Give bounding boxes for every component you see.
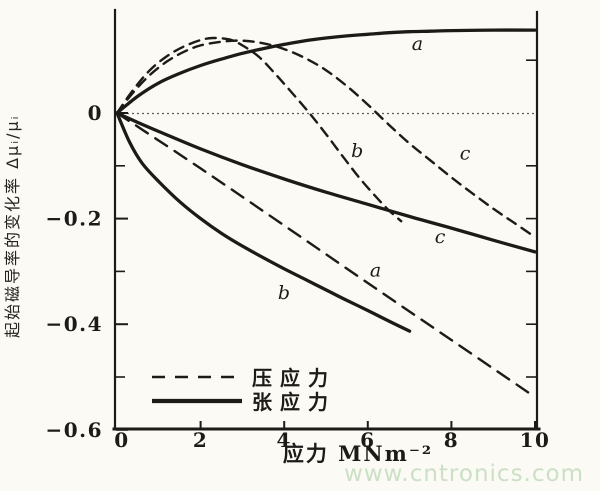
curve-label-compressive-a: a bbox=[370, 260, 381, 282]
y-axis-title: 起始磁导率的变化率 Δμᵢ/μᵢ bbox=[3, 114, 22, 338]
x-tick-label: 4 bbox=[276, 428, 291, 452]
watermark-text: www.cntronics.com bbox=[344, 461, 584, 487]
curve-tensile-b bbox=[115, 111, 412, 333]
x-tick-label: 6 bbox=[360, 428, 375, 452]
x-tick-label: 8 bbox=[444, 428, 459, 452]
y-tick-label: −0.4 bbox=[45, 312, 103, 336]
x-tick-label: 0 bbox=[114, 428, 129, 452]
curve-compressive-b bbox=[115, 36, 403, 223]
curve-label-tensile-b: b bbox=[278, 282, 290, 304]
y-axis-ticks: 0 −0.2 −0.4 −0.6 bbox=[45, 101, 128, 442]
curve-label-compressive-c: c bbox=[460, 143, 471, 165]
curve-compressive-a bbox=[115, 111, 537, 399]
y-tick-label: −0.2 bbox=[45, 207, 103, 231]
legend: 压应力 张应力 bbox=[152, 366, 336, 414]
x-tick-label: 10 bbox=[520, 428, 551, 452]
legend-label-compressive-stress: 压应力 bbox=[252, 366, 336, 390]
curve-compressive-c bbox=[115, 39, 537, 239]
right-axis-ticks bbox=[526, 59, 537, 378]
legend-label-tensile-stress: 张应力 bbox=[252, 390, 336, 414]
curve-tensile-a bbox=[115, 28, 537, 115]
data-curves: b c a a b c bbox=[115, 28, 537, 399]
y-tick-label: 0 bbox=[88, 101, 103, 125]
x-tick-label: 2 bbox=[193, 428, 208, 452]
x-axis-ticks: 0 2 4 6 8 10 bbox=[114, 421, 551, 452]
curve-label-tensile-a: a bbox=[412, 33, 423, 55]
curve-label-compressive-b: b bbox=[351, 140, 363, 162]
x-axis-title: 应力 MNm⁻² bbox=[283, 441, 433, 466]
y-tick-label: −0.6 bbox=[45, 418, 103, 442]
curve-tensile-c bbox=[115, 111, 537, 254]
curve-label-tensile-c: c bbox=[435, 226, 446, 248]
